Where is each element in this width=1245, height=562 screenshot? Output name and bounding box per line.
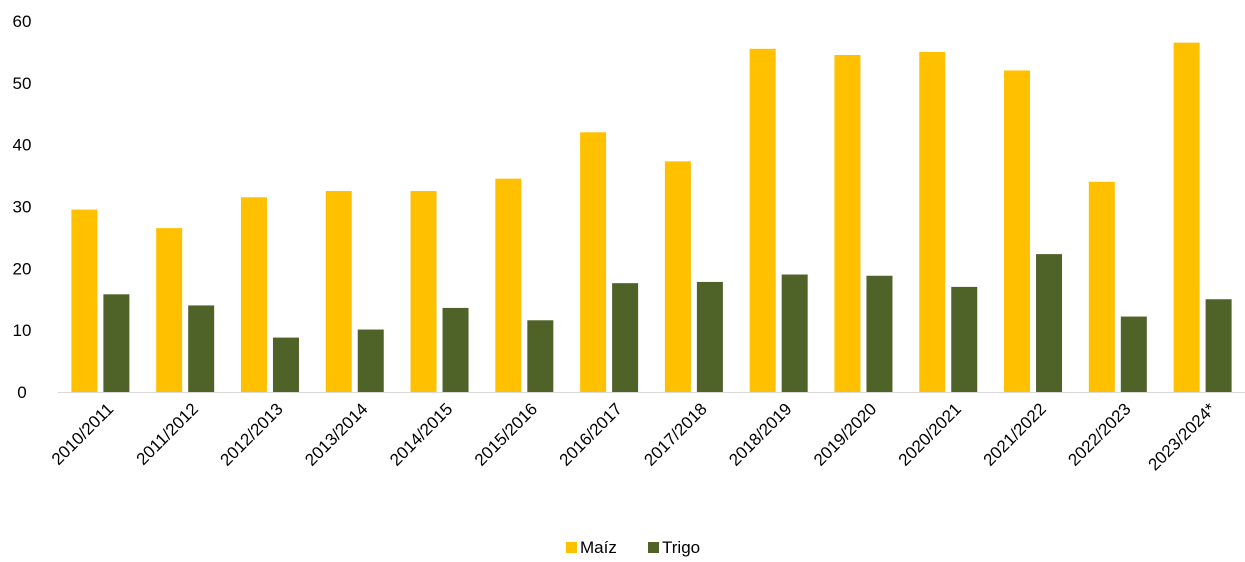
bar-maíz-6: [580, 132, 607, 393]
bar-trigo-13: [1205, 299, 1232, 392]
legend-swatch-maíz: [566, 542, 577, 553]
x-tick-label: 2012/2013: [217, 399, 287, 469]
x-tick-label: 2015/2016: [471, 399, 541, 469]
bar-trigo-7: [696, 281, 723, 392]
bar-trigo-2: [272, 337, 299, 392]
bar-maíz-5: [495, 178, 522, 392]
legend-swatch-trigo: [648, 542, 659, 553]
x-tick-label: 2013/2014: [301, 399, 371, 469]
bar-maíz-10: [919, 51, 946, 393]
x-tick-label: 2021/2022: [980, 399, 1050, 469]
bar-maíz-11: [1004, 70, 1031, 392]
x-tick-label: 2020/2021: [895, 399, 965, 469]
x-tick-label: 2017/2018: [640, 399, 710, 469]
x-tick-label: 2019/2020: [810, 399, 880, 469]
bar-trigo-10: [951, 286, 978, 392]
bar-maíz-4: [410, 191, 437, 392]
legend-label-trigo: Trigo: [662, 538, 700, 557]
bar-maíz-3: [325, 191, 352, 392]
bar-trigo-5: [527, 320, 554, 392]
y-tick-label: 0: [17, 383, 26, 402]
x-tick-label: 2011/2012: [133, 399, 202, 468]
bar-trigo-12: [1120, 316, 1147, 392]
x-tick-label: 2010/2011: [48, 399, 117, 468]
x-tick-label: 2022/2023: [1064, 399, 1134, 469]
y-tick-label: 40: [13, 136, 32, 155]
y-tick-label: 30: [13, 198, 32, 217]
x-tick-label: 2023/2024*: [1144, 399, 1219, 474]
x-tick-label: 2016/2017: [556, 399, 626, 469]
bar-maíz-13: [1173, 42, 1200, 393]
y-tick-label: 60: [13, 12, 32, 31]
y-tick-label: 20: [13, 259, 32, 278]
bar-maíz-1: [156, 228, 183, 392]
bars-group: [71, 42, 1232, 393]
y-tick-label: 10: [13, 321, 32, 340]
bar-maíz-2: [240, 197, 267, 392]
legend-label-maíz: Maíz: [580, 538, 617, 557]
y-tick-label: 50: [13, 74, 32, 93]
bar-trigo-11: [1036, 254, 1063, 392]
x-tick-label: 2018/2019: [725, 399, 795, 469]
bar-trigo-0: [103, 294, 130, 392]
bar-trigo-4: [442, 307, 469, 392]
bar-trigo-9: [866, 275, 893, 392]
x-tick-label: 2014/2015: [386, 399, 456, 469]
bar-trigo-3: [357, 329, 384, 392]
bar-maíz-12: [1088, 181, 1115, 392]
bar-trigo-1: [188, 305, 215, 392]
x-axis-ticks: 2010/2011 2011/2012 2012/2013 2013/2014 2014…: [48, 399, 1220, 474]
bar-trigo-6: [612, 283, 639, 392]
y-axis-ticks: 0 10 20 30 40 50 60: [13, 12, 32, 402]
legend: Maíz Trigo: [566, 538, 700, 557]
bar-maíz-7: [664, 161, 691, 392]
bar-maíz-9: [834, 55, 861, 393]
bar-maíz-8: [749, 48, 776, 392]
bar-maíz-0: [71, 209, 98, 392]
bar-trigo-8: [781, 274, 808, 392]
